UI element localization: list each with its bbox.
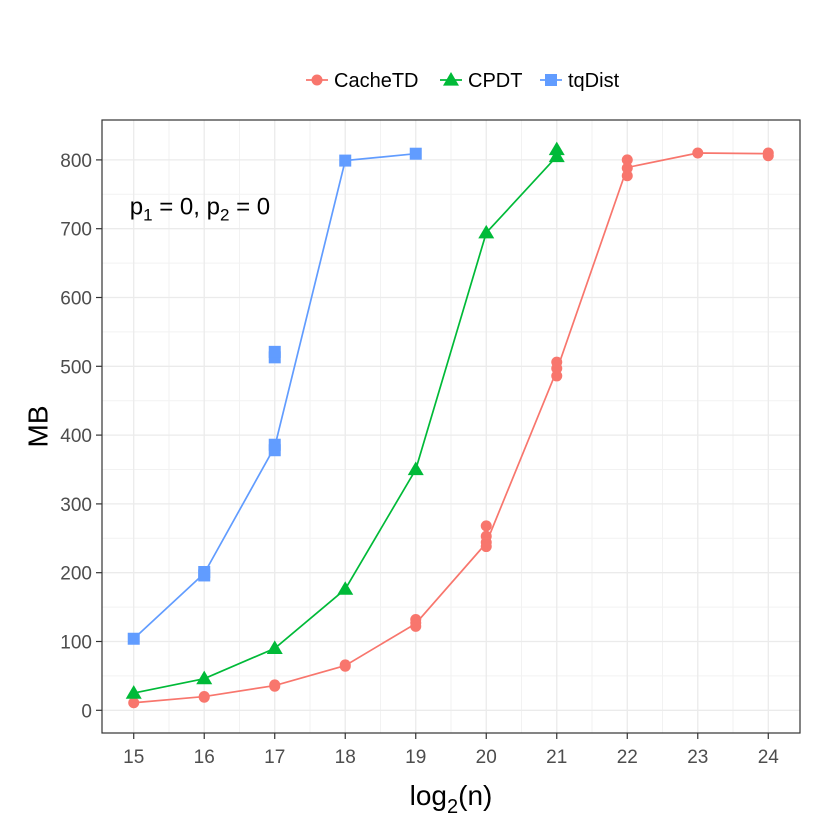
- x-axis-title-sub: 2: [447, 796, 458, 818]
- y-tick-label: 300: [60, 495, 92, 516]
- legend-marker-cachetd: [311, 74, 323, 86]
- data-point-tqdist: [339, 154, 352, 167]
- series-cpdt: [125, 141, 565, 699]
- y-tick-label: 700: [60, 220, 92, 241]
- series-line-cachetd: [133, 152, 769, 704]
- data-point-cachetd: [621, 170, 633, 182]
- legend-item-cachetd: CacheTD: [306, 70, 418, 92]
- data-point-cpdt: [337, 581, 354, 595]
- x-axis-title-rest: (n): [458, 780, 492, 811]
- y-tick-label: 100: [60, 632, 92, 653]
- x-tick-label: 16: [194, 747, 215, 768]
- data-point-cachetd: [621, 162, 633, 174]
- y-tick-label: 400: [60, 426, 92, 447]
- data-point-cachetd: [269, 679, 281, 691]
- y-tick-label: 200: [60, 564, 92, 585]
- plot-panel-border: [101, 119, 801, 734]
- data-point-cachetd: [762, 147, 774, 159]
- y-axis-title: MB: [23, 406, 54, 448]
- legend-marker-cpdt: [443, 72, 459, 86]
- data-point-cachetd: [480, 520, 492, 532]
- data-point-cpdt: [548, 148, 565, 163]
- legend-item-cpdt: CPDT: [440, 70, 522, 92]
- data-point-cpdt: [266, 640, 283, 654]
- legend-item-tqdist: tqDist: [540, 70, 620, 92]
- data-point-cachetd: [410, 613, 422, 625]
- series-tqdist: [127, 147, 422, 645]
- data-point-cachetd: [551, 356, 563, 368]
- y-tick-label: 500: [60, 357, 92, 378]
- data-point-tqdist: [268, 345, 281, 358]
- data-point-cachetd: [480, 530, 492, 542]
- x-tick-label: 21: [546, 747, 567, 768]
- data-point-tqdist: [127, 632, 140, 645]
- y-tick-label: 0: [81, 701, 92, 722]
- grid: [102, 120, 800, 733]
- data-point-cpdt: [548, 141, 565, 156]
- x-tick-label: 24: [758, 747, 780, 768]
- annotation-sub-2: 2: [220, 205, 229, 224]
- data-point-cachetd: [128, 697, 140, 709]
- series-layer: [125, 141, 774, 709]
- annotation: p1 = 0, p2 = 0: [130, 193, 270, 224]
- legend-label-cpdt: CPDT: [468, 70, 522, 92]
- data-point-cachetd: [551, 370, 563, 382]
- x-tick-label: 15: [123, 747, 144, 768]
- x-axis-title: log2(n): [410, 780, 493, 818]
- data-point-tqdist: [268, 438, 281, 451]
- data-point-tqdist: [409, 147, 422, 160]
- x-tick-label: 19: [405, 747, 426, 768]
- y-tick-label: 800: [60, 151, 92, 172]
- annotation-eq-2: = 0: [229, 193, 270, 220]
- data-point-tqdist: [198, 566, 211, 579]
- axes: 15 16 17 18 19 20 21 22 23 2401002003004005006007…: [60, 151, 779, 768]
- data-point-cpdt: [478, 224, 495, 239]
- legend-label-tqdist: tqDist: [568, 70, 620, 92]
- legend-label-cachetd: CacheTD: [334, 70, 418, 92]
- annotation-eq-1: = 0,: [153, 193, 207, 220]
- annotation-var-2: p: [207, 193, 220, 220]
- x-axis-title-main: log: [410, 780, 447, 811]
- legend-marker-tqdist: [545, 74, 557, 86]
- data-point-cachetd: [621, 154, 633, 166]
- data-point-cpdt: [407, 461, 424, 476]
- x-tick-label: 23: [687, 747, 708, 768]
- x-tick-label: 20: [476, 747, 497, 768]
- x-tick-label: 17: [264, 747, 285, 768]
- data-point-cachetd: [198, 691, 210, 703]
- data-point-cachetd: [339, 659, 351, 671]
- legend: CacheTD CPDT tqDist: [306, 70, 620, 92]
- x-tick-label: 18: [335, 747, 356, 768]
- data-point-cpdt: [125, 685, 142, 699]
- x-tick-label: 22: [617, 747, 638, 768]
- annotation-var-1: p: [130, 193, 143, 220]
- annotation-sub-1: 1: [143, 205, 152, 224]
- y-tick-label: 600: [60, 289, 92, 310]
- series-cachetd: [128, 147, 774, 709]
- data-point-cachetd: [692, 147, 704, 159]
- data-point-cpdt: [196, 670, 213, 685]
